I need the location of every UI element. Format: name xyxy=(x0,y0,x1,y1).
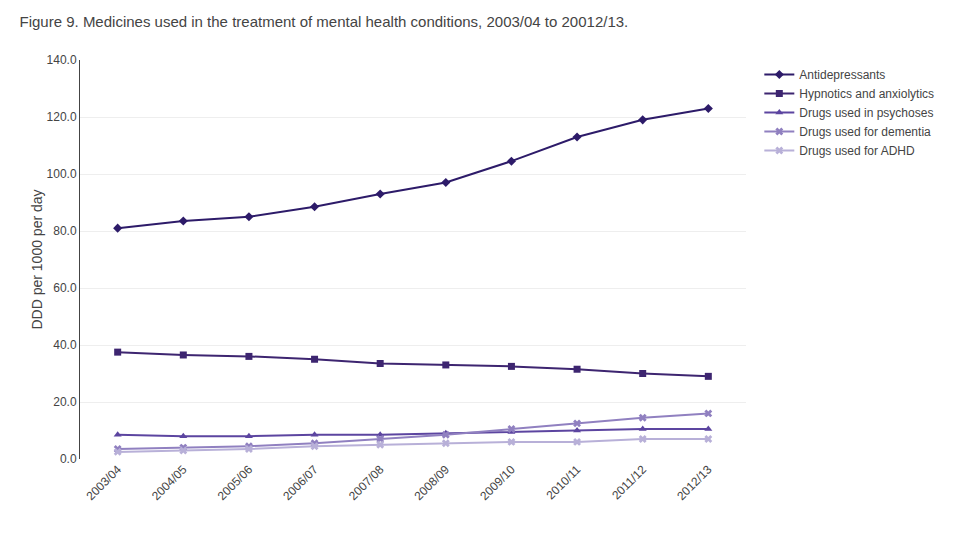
svg-text:2006/07: 2006/07 xyxy=(280,462,321,503)
svg-text:Drugs used for dementia: Drugs used for dementia xyxy=(799,125,931,139)
svg-text:2003/04: 2003/04 xyxy=(83,462,124,503)
svg-text:2007/08: 2007/08 xyxy=(346,462,387,503)
svg-text:Figure 9. Medicines used in th: Figure 9. Medicines used in the treatmen… xyxy=(20,13,629,30)
svg-text:Antidepressants: Antidepressants xyxy=(799,68,885,82)
svg-text:Drugs used in psychoses: Drugs used in psychoses xyxy=(799,106,933,120)
svg-text:Drugs used for ADHD: Drugs used for ADHD xyxy=(799,144,915,158)
svg-text:0.0: 0.0 xyxy=(60,452,77,466)
svg-text:2010/11: 2010/11 xyxy=(543,462,583,502)
svg-text:100.0: 100.0 xyxy=(47,167,77,181)
svg-text:2012/13: 2012/13 xyxy=(674,462,715,503)
svg-text:2004/05: 2004/05 xyxy=(149,462,190,503)
svg-text:80.0: 80.0 xyxy=(53,224,77,238)
svg-text:40.0: 40.0 xyxy=(53,338,77,352)
svg-text:2011/12: 2011/12 xyxy=(609,462,649,502)
svg-text:20.0: 20.0 xyxy=(53,395,77,409)
svg-text:60.0: 60.0 xyxy=(53,281,77,295)
svg-text:120.0: 120.0 xyxy=(47,110,77,124)
svg-text:Hypnotics and anxiolytics: Hypnotics and anxiolytics xyxy=(799,87,934,101)
svg-text:2005/06: 2005/06 xyxy=(215,462,256,503)
svg-text:2008/09: 2008/09 xyxy=(412,462,453,503)
svg-text:140.0: 140.0 xyxy=(47,53,77,67)
svg-text:DDD per 1000 per day: DDD per 1000 per day xyxy=(29,189,45,329)
svg-text:2009/10: 2009/10 xyxy=(477,462,518,503)
